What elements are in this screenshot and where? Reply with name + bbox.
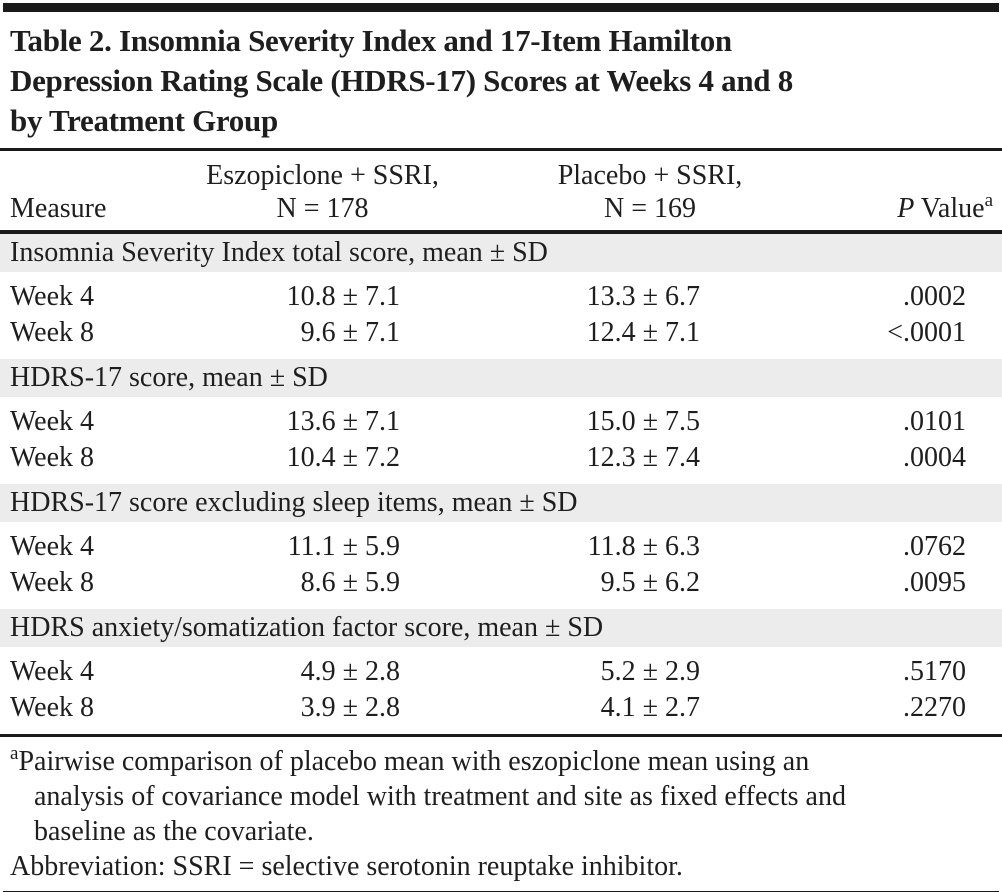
p-value: .0002 bbox=[903, 281, 966, 312]
p-value: .5170 bbox=[903, 656, 966, 687]
results-table: Measure Eszopiclone + SSRI, N = 178 Plac… bbox=[0, 148, 1002, 737]
p-value: <.0001 bbox=[887, 317, 966, 348]
row-measure: Week 8 bbox=[10, 692, 95, 723]
p-value: .0762 bbox=[903, 531, 966, 562]
p-value: .2270 bbox=[903, 692, 966, 723]
column-header-p-value: P Valuea bbox=[820, 150, 1002, 233]
abbreviation-note: Abbreviation: SSRI = selective serotonin… bbox=[10, 851, 683, 882]
table-row: Week 8 10.4 ± 7.2 12.3 ± 7.4 .0004 bbox=[0, 440, 1002, 484]
section-header-isi-total: Insomnia Severity Index total score, mea… bbox=[0, 232, 1002, 272]
p-value-italic-p: P bbox=[897, 193, 915, 224]
footnote-a-line-1: aPairwise comparison of placebo mean wit… bbox=[10, 743, 810, 777]
section-header-hdrs17: HDRS-17 score, mean ± SD bbox=[0, 359, 1002, 397]
table-row: Week 4 4.9 ± 2.8 5.2 ± 2.9 .5170 bbox=[0, 647, 1002, 690]
p-value-footnote-marker: a bbox=[984, 190, 993, 211]
placebo-value: 12.3 ± 7.4 bbox=[586, 442, 700, 473]
column-header-measure: Measure bbox=[10, 193, 107, 224]
eszopiclone-value: 4.9 ± 2.8 bbox=[300, 656, 400, 687]
table-footnotes: aPairwise comparison of placebo mean wit… bbox=[10, 744, 992, 884]
p-value: .0095 bbox=[903, 567, 966, 598]
p-value: .0101 bbox=[903, 406, 966, 437]
row-measure: Week 4 bbox=[10, 656, 95, 687]
row-measure: Week 8 bbox=[10, 567, 95, 598]
placebo-group-n: N = 169 bbox=[603, 193, 696, 224]
row-measure: Week 4 bbox=[10, 531, 95, 562]
column-header-eszopiclone: Eszopiclone + SSRI, N = 178 bbox=[165, 150, 480, 233]
table-title-line-1: Table 2. Insomnia Severity Index and 17-… bbox=[10, 23, 732, 58]
row-measure: Week 8 bbox=[10, 442, 95, 473]
footnote-a-line-3: baseline as the covariate. bbox=[34, 816, 314, 847]
placebo-value: 4.1 ± 2.7 bbox=[600, 692, 700, 723]
eszopiclone-value: 11.1 ± 5.9 bbox=[287, 531, 400, 562]
table-row: Week 8 3.9 ± 2.8 4.1 ± 2.7 .2270 bbox=[0, 690, 1002, 736]
placebo-group-label: Placebo + SSRI, bbox=[557, 160, 743, 191]
row-measure: Week 4 bbox=[10, 406, 95, 437]
eszopiclone-value: 13.6 ± 7.1 bbox=[286, 406, 400, 437]
placebo-value: 15.0 ± 7.5 bbox=[586, 406, 700, 437]
placebo-value: 5.2 ± 2.9 bbox=[600, 656, 700, 687]
placebo-value: 12.4 ± 7.1 bbox=[586, 317, 700, 348]
column-header-placebo: Placebo + SSRI, N = 169 bbox=[480, 150, 820, 233]
table-header: Measure Eszopiclone + SSRI, N = 178 Plac… bbox=[0, 150, 1002, 233]
eszopiclone-value: 8.6 ± 5.9 bbox=[300, 567, 400, 598]
placebo-value: 13.3 ± 6.7 bbox=[586, 281, 700, 312]
table-row: Week 4 10.8 ± 7.1 13.3 ± 6.7 .0002 bbox=[0, 272, 1002, 315]
table-title-line-3: by Treatment Group bbox=[10, 103, 278, 138]
p-value-word: Value bbox=[920, 193, 985, 224]
eszopiclone-value: 10.4 ± 7.2 bbox=[286, 442, 400, 473]
row-measure: Week 8 bbox=[10, 317, 95, 348]
table-title-line-2: Depression Rating Scale (HDRS-17) Scores… bbox=[10, 63, 793, 98]
section-header-hdrs17-excl-sleep: HDRS-17 score excluding sleep items, mea… bbox=[0, 484, 1002, 522]
table-row: Week 8 9.6 ± 7.1 12.4 ± 7.1 <.0001 bbox=[0, 315, 1002, 359]
eszopiclone-group-n: N = 178 bbox=[276, 193, 369, 224]
table-row: Week 4 11.1 ± 5.9 11.8 ± 6.3 .0762 bbox=[0, 522, 1002, 565]
row-measure: Week 4 bbox=[10, 281, 95, 312]
placebo-value: 9.5 ± 6.2 bbox=[600, 567, 700, 598]
eszopiclone-value: 9.6 ± 7.1 bbox=[300, 317, 400, 348]
eszopiclone-value: 3.9 ± 2.8 bbox=[300, 692, 400, 723]
table-row: Week 4 13.6 ± 7.1 15.0 ± 7.5 .0101 bbox=[0, 397, 1002, 440]
eszopiclone-group-label: Eszopiclone + SSRI, bbox=[206, 160, 439, 191]
footnote-a-marker: a bbox=[10, 743, 19, 764]
section-header-hdrs-anxiety: HDRS anxiety/somatization factor score, … bbox=[0, 609, 1002, 647]
footnote-a-line-2: analysis of covariance model with treatm… bbox=[34, 781, 846, 812]
table-row: Week 8 8.6 ± 5.9 9.5 ± 6.2 .0095 bbox=[0, 565, 1002, 609]
eszopiclone-value: 10.8 ± 7.1 bbox=[286, 281, 400, 312]
p-value: .0004 bbox=[903, 442, 966, 473]
table-title: Table 2. Insomnia Severity Index and 17-… bbox=[10, 21, 992, 141]
placebo-value: 11.8 ± 6.3 bbox=[587, 531, 700, 562]
top-rule-bar bbox=[3, 3, 999, 12]
